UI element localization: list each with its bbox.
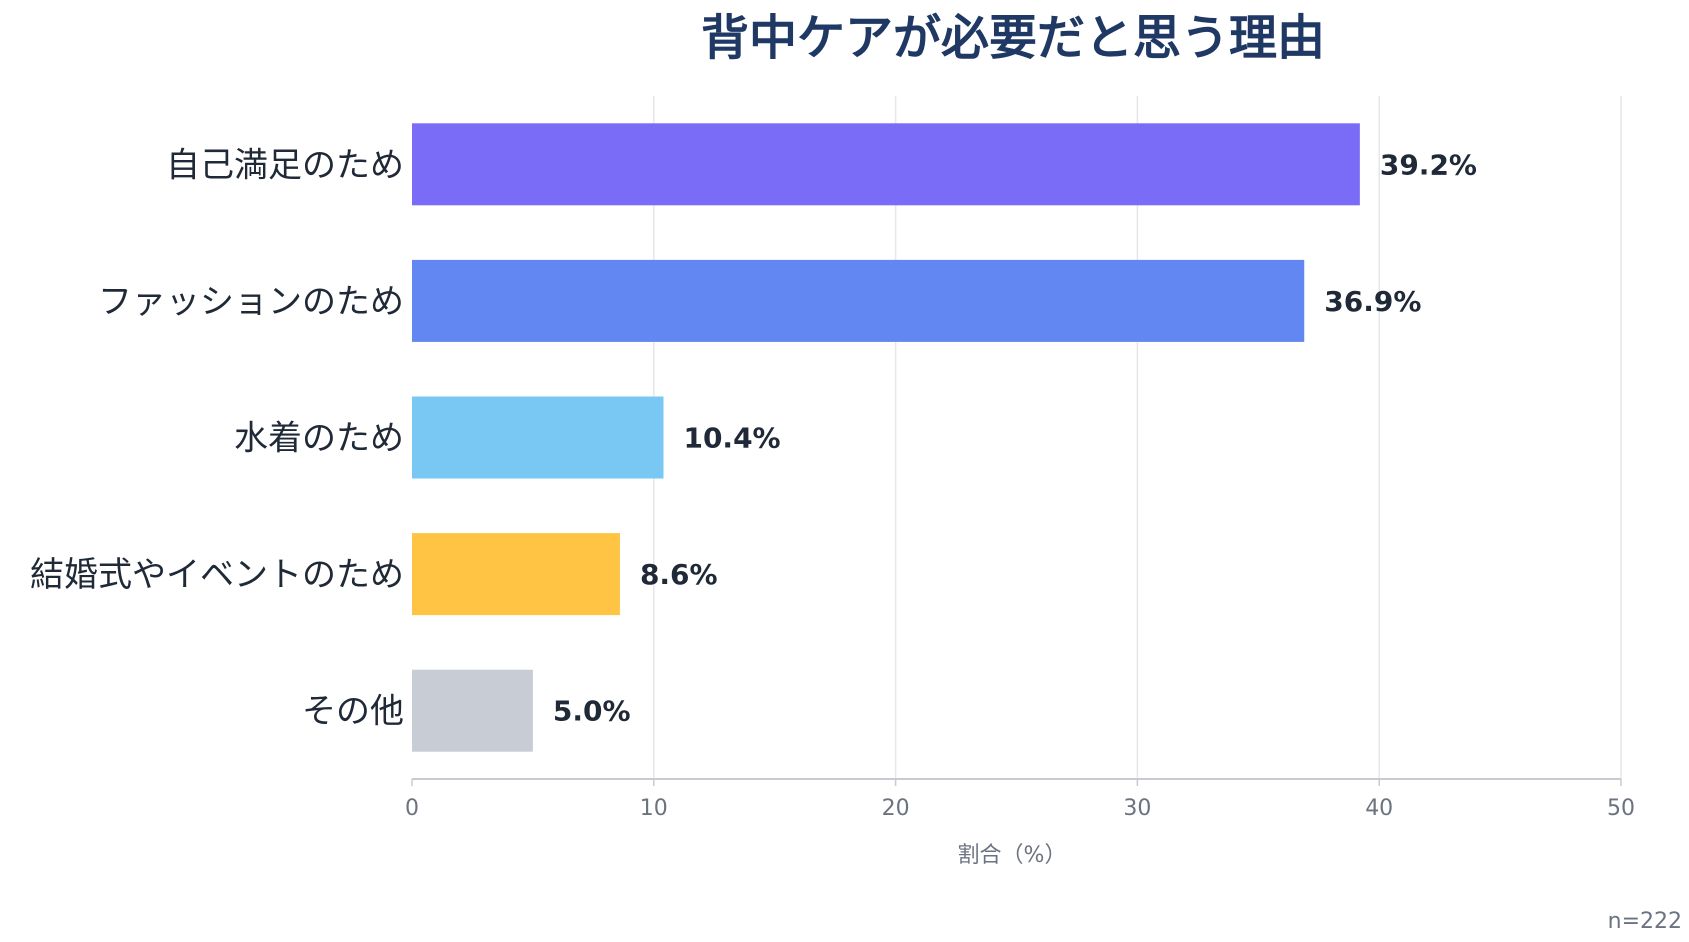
chart-title: 背中ケアが必要だと思う理由 (701, 10, 1325, 66)
bar-2 (412, 259, 1305, 342)
sample-size-note: n=222 (1608, 909, 1682, 934)
category-label-1: 自己満足のため (166, 145, 404, 185)
x-tick-label-20: 20 (882, 796, 910, 821)
x-tick-label-40: 40 (1365, 796, 1393, 821)
value-label-3: 10.4% (683, 422, 780, 455)
value-label-2: 36.9% (1324, 285, 1421, 318)
tick-layer: 0 10 20 30 40 50 (405, 779, 1635, 821)
value-label-5: 5.0% (553, 695, 631, 728)
category-label-2: ファッションのため (98, 282, 404, 322)
bar-1 (412, 123, 1360, 206)
value-label-4: 8.6% (640, 558, 718, 591)
category-label-3: 水着のため (234, 419, 404, 459)
x-tick-label-0: 0 (405, 796, 419, 821)
x-tick-label-10: 10 (640, 796, 668, 821)
category-label-5: その他 (302, 692, 404, 732)
grid-layer (653, 96, 1622, 779)
category-label-4: 結婚式やイベントのため (30, 555, 404, 595)
bar-3 (412, 396, 664, 479)
bar-layer (412, 123, 1360, 752)
label-layer: 自己満足のため 39.2% ファッションのため 36.9% 水着のため 10.4% 結婚式や… (30, 145, 1477, 731)
value-label-1: 39.2% (1380, 148, 1477, 181)
x-tick-label-30: 30 (1123, 796, 1151, 821)
x-axis-title: 割合（%） (958, 843, 1067, 868)
x-tick-label-50: 50 (1607, 796, 1635, 821)
bar-5 (412, 669, 533, 752)
bar-4 (412, 533, 620, 616)
